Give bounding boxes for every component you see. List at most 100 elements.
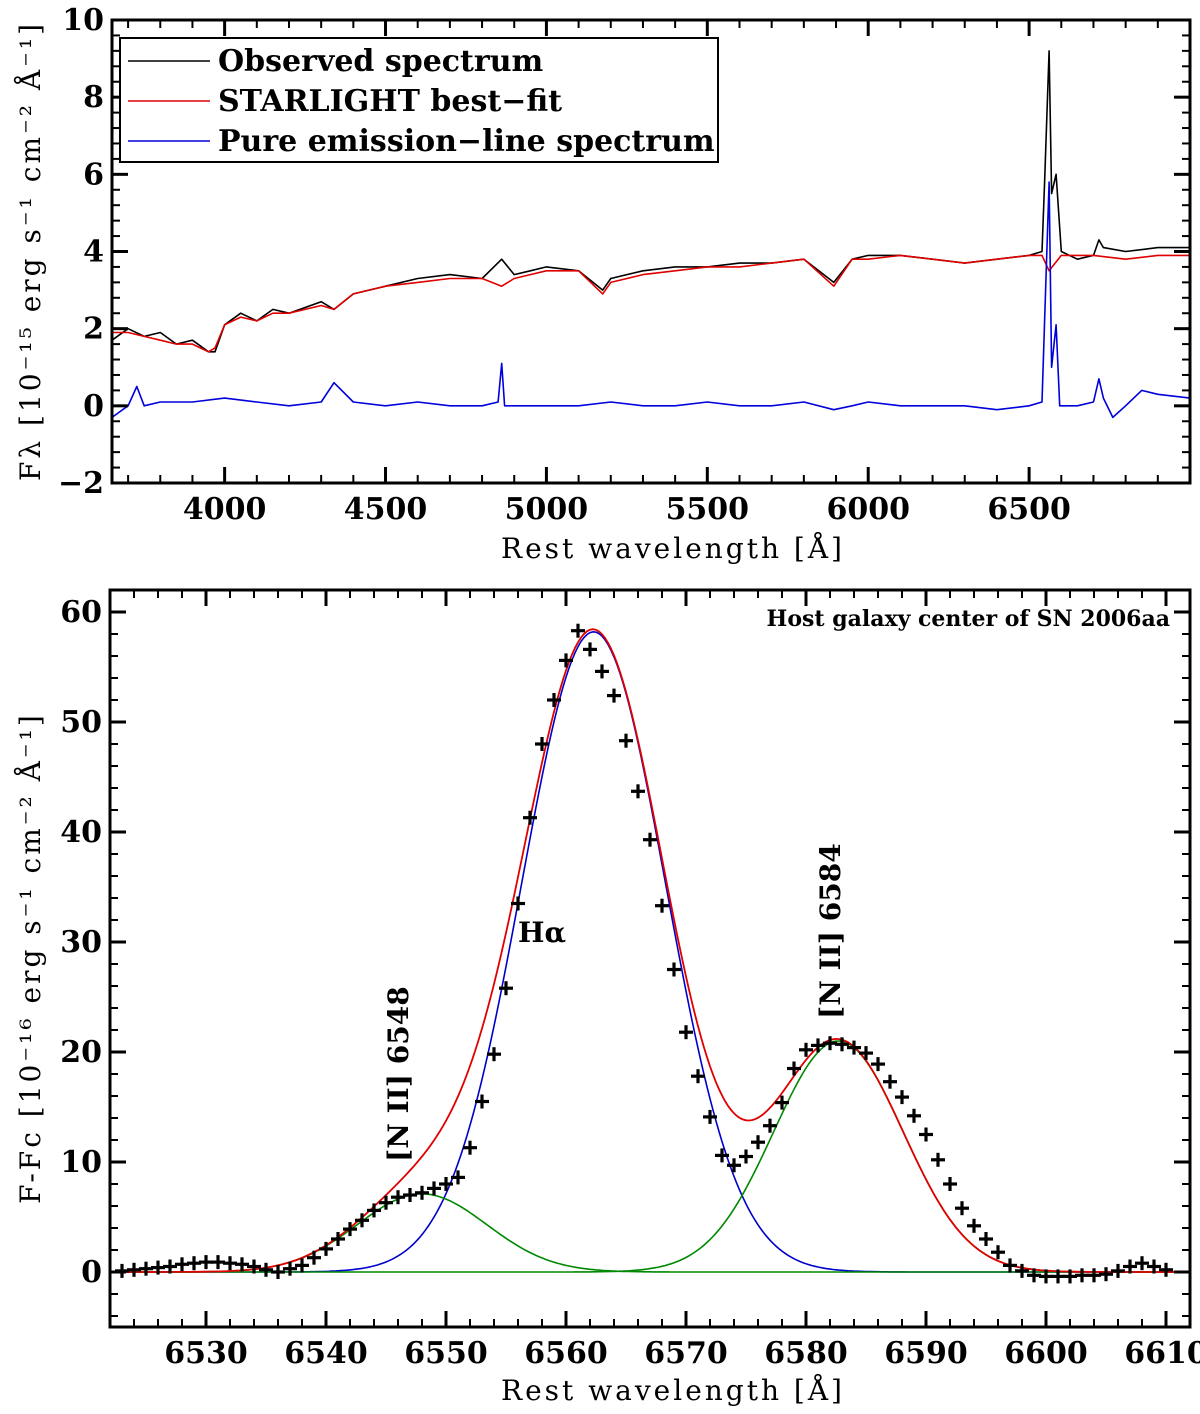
y-tick-label: 8 (83, 80, 104, 115)
observed-data-point (535, 737, 549, 751)
y-tick-label: 60 (60, 595, 102, 630)
x-tick-label: 6580 (764, 1336, 848, 1371)
y-tick-label: 6 (83, 157, 104, 192)
observed-data-point (175, 1257, 189, 1272)
observed-data-point (643, 832, 657, 847)
observed-data-point (1099, 1267, 1113, 1282)
starlight-fit-line (112, 254, 1190, 353)
observed-data-point (679, 1025, 693, 1040)
x-tick-label: 6590 (884, 1336, 968, 1371)
observed-data-point (787, 1061, 801, 1076)
observed-data-point (499, 981, 513, 996)
observed-data-point (727, 1158, 741, 1173)
bottom-x-tick-labels: 6530 6540 6550 6560 6570 6580 6590 6600 6610 (164, 1336, 1200, 1371)
x-tick-label: 6560 (524, 1336, 608, 1371)
observed-data-point (463, 1140, 477, 1155)
top-tick-marks (112, 18, 1191, 485)
y-tick-label: 40 (60, 815, 102, 850)
observed-data-point (1123, 1259, 1137, 1274)
observed-spectrum-line (111, 50, 1190, 353)
observed-data-point (751, 1135, 765, 1150)
observed-data-point (595, 664, 609, 679)
observed-data-point (739, 1149, 753, 1164)
x-tick-label: 6600 (1004, 1336, 1088, 1371)
observed-data-point (247, 1259, 261, 1274)
observed-data-point (859, 1046, 873, 1061)
y-tick-label: 0 (81, 1255, 102, 1290)
observed-data-point (883, 1074, 897, 1089)
x-tick-label: 4000 (183, 492, 267, 527)
observed-data-point (235, 1257, 249, 1272)
bottom-series-group (110, 628, 1190, 1273)
observed-data-point (391, 1190, 405, 1205)
observed-data-point (1027, 1268, 1041, 1283)
y-tick-label: 2 (83, 312, 104, 347)
observed-data-point (1015, 1263, 1029, 1278)
y-tick-label: 10 (60, 1145, 102, 1180)
observed-data-point (379, 1195, 393, 1210)
observed-data-point (703, 1109, 717, 1124)
observed-data-point (511, 896, 525, 911)
observed-data-point (355, 1213, 369, 1228)
observed-data-point (907, 1108, 921, 1123)
observed-data-point (931, 1152, 945, 1167)
observed-data-point (223, 1256, 237, 1271)
observed-data-point (271, 1265, 285, 1279)
x-tick-label: 4500 (344, 492, 428, 527)
bottom-y-tick-labels: 0 10 20 30 40 50 60 (60, 595, 102, 1290)
observed-data-point (523, 810, 537, 825)
observed-data-point (691, 1069, 705, 1084)
observed-data-point (811, 1038, 825, 1053)
observed-data-point (343, 1222, 357, 1237)
observed-data-point (895, 1090, 909, 1105)
observed-data-point (127, 1262, 141, 1277)
observed-data-point (547, 693, 561, 707)
observed-data-point (1087, 1268, 1101, 1283)
observed-data-point (979, 1232, 993, 1246)
observed-data-point (187, 1256, 201, 1271)
observed-data-point (835, 1037, 849, 1052)
observed-data-point (367, 1203, 381, 1218)
observed-data-point (1147, 1259, 1161, 1274)
observed-data-point (991, 1245, 1005, 1260)
observed-data-point (199, 1255, 213, 1270)
top-x-axis-title: Rest wavelength [Å] (501, 532, 845, 565)
top-legend: Observed spectrum STARLIGHT best−fit Pur… (119, 37, 719, 163)
observed-data-point (847, 1040, 861, 1055)
observed-data-point (1063, 1269, 1077, 1284)
bottom-panel-title: Host galaxy center of SN 2006aa (767, 606, 1170, 632)
observed-data-point (319, 1241, 333, 1256)
legend-label-emission: Pure emission−line spectrum (218, 124, 715, 159)
observed-data-point (1039, 1269, 1053, 1284)
observed-data-point (967, 1218, 981, 1233)
observed-data-point (1075, 1268, 1089, 1283)
x-tick-label: 6500 (987, 492, 1071, 527)
observed-data-point (571, 623, 585, 638)
observed-data-point (1111, 1263, 1125, 1278)
x-tick-label: 5500 (666, 492, 750, 527)
observed-data-point (655, 898, 669, 913)
x-tick-label: 6530 (164, 1336, 248, 1371)
observed-data-point (283, 1261, 297, 1276)
nii-6548-gaussian-curve (110, 1193, 1190, 1273)
observed-data-point (715, 1148, 729, 1163)
annotation-nii-6584: [N II] 6584 (814, 843, 847, 1019)
bottom-x-axis-title: Rest wavelength [Å] (501, 1374, 845, 1407)
y-tick-label: 30 (60, 925, 102, 960)
x-tick-label: 6540 (284, 1336, 368, 1371)
observed-data-point (1135, 1256, 1149, 1271)
y-tick-label: −2 (58, 466, 104, 501)
legend-label-observed: Observed spectrum (218, 44, 544, 79)
observed-data-point (451, 1170, 465, 1185)
x-tick-label: 6610 (1124, 1336, 1200, 1371)
observed-data-point (331, 1232, 345, 1246)
annotation-nii-6548: [N II] 6548 (382, 986, 415, 1162)
top-y-tick-labels: −2 0 2 4 6 8 10 (58, 3, 104, 501)
bottom-panel: 6530 6540 6550 6560 6570 6580 6590 6600 6610 0 10… (14, 588, 1200, 1407)
observed-data-point (871, 1057, 885, 1072)
top-panel: 4000 4500 5000 5500 6000 6500 −2 0 2 4 6 8 10 Obser… (14, 3, 1192, 565)
observed-data-point (307, 1250, 321, 1265)
observed-data-point (259, 1262, 273, 1277)
y-tick-label: 10 (62, 3, 104, 38)
